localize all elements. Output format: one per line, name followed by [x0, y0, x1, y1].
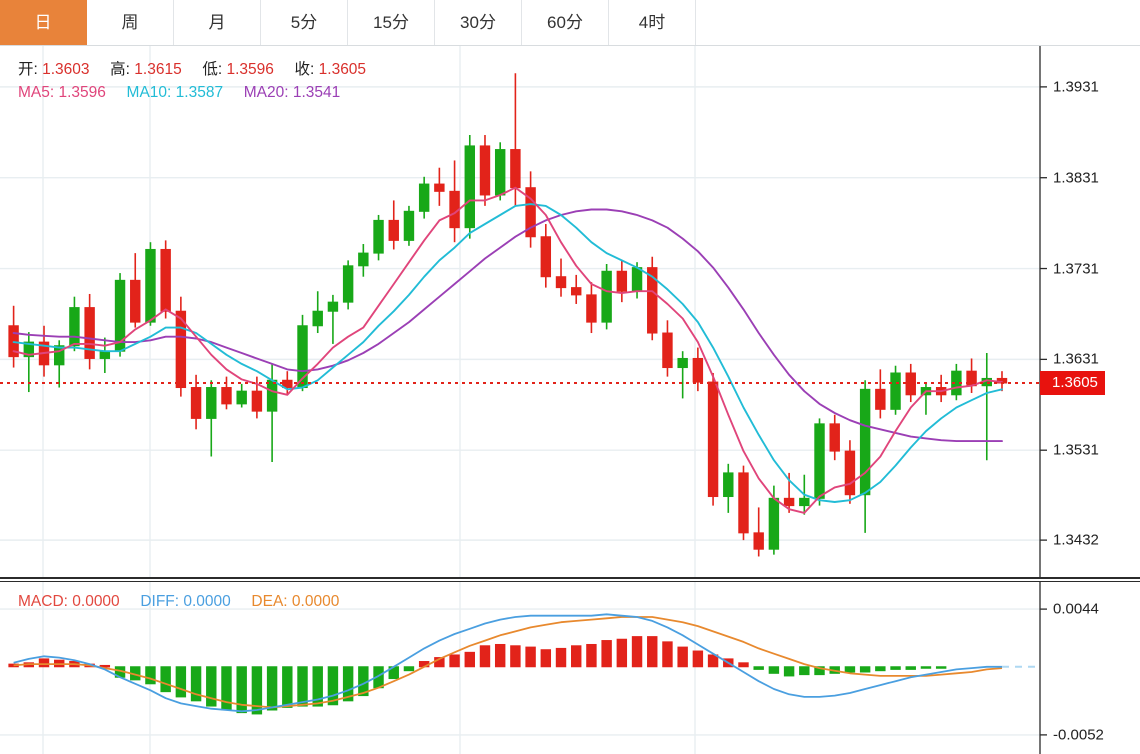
- tab-month[interactable]: 月: [174, 0, 261, 45]
- tab-30min[interactable]: 30分: [435, 0, 522, 45]
- tab-60min[interactable]: 60分: [522, 0, 609, 45]
- price-chart-panel[interactable]: 开: 1.3603 高: 1.3615 低: 1.3596 收: 1.3605 …: [0, 46, 1140, 579]
- macd-axis-tick: -0.0052: [1053, 726, 1104, 744]
- price-axis-tick: 1.3531: [1053, 441, 1099, 459]
- tab-week[interactable]: 周: [87, 0, 174, 45]
- macd-plot: [0, 582, 1047, 754]
- tab-bar-filler: [696, 0, 1140, 45]
- current-price-badge: 1.3605: [1040, 370, 1105, 395]
- price-axis-tick: 1.3831: [1053, 169, 1099, 187]
- tab-4hour[interactable]: 4时: [609, 0, 696, 45]
- tab-5min[interactable]: 5分: [261, 0, 348, 45]
- candlestick-plot: [0, 46, 1047, 577]
- tab-day[interactable]: 日: [0, 0, 87, 45]
- price-axis-tick: 1.3931: [1053, 78, 1099, 96]
- tab-15min[interactable]: 15分: [348, 0, 435, 45]
- price-axis-tick: 1.3631: [1053, 350, 1099, 368]
- price-axis-tick: 1.3731: [1053, 260, 1099, 278]
- macd-chart-panel[interactable]: MACD: 0.0000 DIFF: 0.0000 DEA: 0.0000 0.…: [0, 581, 1140, 754]
- price-axis-tick: 1.3432: [1053, 531, 1099, 549]
- period-tab-bar: 日 周 月 5分 15分 30分 60分 4时: [0, 0, 1140, 46]
- macd-axis-tick: 0.0044: [1053, 600, 1099, 618]
